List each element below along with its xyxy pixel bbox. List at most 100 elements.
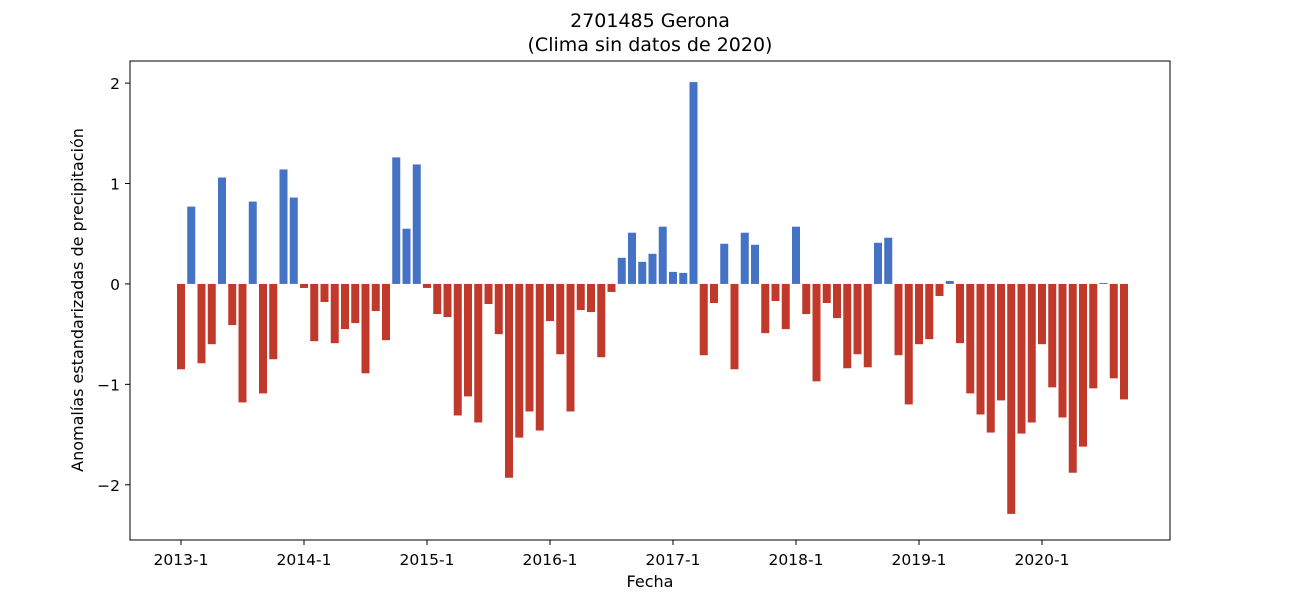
bar xyxy=(966,283,975,394)
x-tick-label: 2017-1 xyxy=(646,551,701,569)
bar xyxy=(822,283,831,304)
bars-group xyxy=(177,82,1128,514)
bar xyxy=(279,169,288,284)
chart-subtitle: (Clima sin datos de 2020) xyxy=(528,34,773,56)
bar xyxy=(177,283,185,370)
x-axis-label: Fecha xyxy=(627,572,674,591)
bar xyxy=(443,283,452,318)
bar xyxy=(894,283,903,356)
bar xyxy=(1058,283,1067,418)
bar xyxy=(1048,283,1057,388)
bar xyxy=(843,283,852,369)
bar xyxy=(248,201,257,284)
bar xyxy=(874,242,882,284)
x-tick-label: 2018-1 xyxy=(769,551,824,569)
bar xyxy=(792,226,800,284)
bar xyxy=(617,257,626,284)
plot-frame xyxy=(129,60,1171,541)
bar xyxy=(699,283,708,356)
bar xyxy=(218,177,226,284)
bar xyxy=(915,283,923,345)
bar xyxy=(535,283,544,431)
bar xyxy=(576,283,585,311)
bar xyxy=(751,244,759,284)
bar xyxy=(207,283,216,345)
bar xyxy=(371,283,380,312)
bar xyxy=(484,283,493,305)
bar xyxy=(433,283,442,315)
bar xyxy=(1017,283,1026,434)
bar xyxy=(320,283,329,303)
bar xyxy=(648,253,657,284)
bar xyxy=(935,283,944,296)
bar xyxy=(1099,282,1108,284)
bar xyxy=(494,283,503,335)
bar xyxy=(730,283,739,370)
bar xyxy=(259,283,267,394)
chart-title: 2701485 Gerona xyxy=(570,10,730,32)
y-tick-label: −2 xyxy=(97,477,120,495)
bar xyxy=(925,283,934,340)
bar xyxy=(740,232,749,284)
bar xyxy=(771,283,780,301)
bar xyxy=(669,271,677,284)
x-tick-label: 2014-1 xyxy=(277,551,332,569)
bar xyxy=(1109,283,1118,379)
bar xyxy=(587,283,595,313)
bar xyxy=(986,283,995,433)
x-tick-label: 2015-1 xyxy=(400,551,455,569)
y-tick-label: 0 xyxy=(110,276,120,294)
bar xyxy=(515,283,524,438)
bar xyxy=(658,226,667,284)
bar xyxy=(1120,283,1128,400)
bar xyxy=(976,283,985,415)
bar xyxy=(1079,283,1087,447)
bar xyxy=(1068,283,1077,473)
bar xyxy=(238,283,247,403)
x-axis-ticks: 2013-1 2014-1 2015-1 2016-1 2017-1 2018-1 2019… xyxy=(154,540,1069,569)
bar xyxy=(269,283,278,360)
x-tick-label: 2016-1 xyxy=(523,551,578,569)
bar xyxy=(351,283,360,324)
bar xyxy=(289,197,298,284)
bar xyxy=(956,283,964,344)
bar xyxy=(423,283,431,288)
bar xyxy=(474,283,483,423)
bar xyxy=(884,237,893,284)
bar xyxy=(802,283,811,315)
bar xyxy=(412,164,421,284)
bar xyxy=(997,283,1005,401)
bar xyxy=(1027,283,1036,423)
bar xyxy=(341,283,349,330)
bar xyxy=(720,243,729,284)
bar xyxy=(525,283,534,412)
bar xyxy=(597,283,606,358)
bar xyxy=(197,283,206,364)
bar xyxy=(310,283,319,342)
bar xyxy=(628,232,636,284)
y-tick-label: 1 xyxy=(110,176,120,194)
bar xyxy=(945,280,954,284)
bar xyxy=(607,283,616,292)
bar xyxy=(853,283,862,355)
bar xyxy=(689,82,698,284)
bar xyxy=(904,283,913,405)
bar xyxy=(402,228,411,284)
bar xyxy=(453,283,462,416)
bar xyxy=(781,283,790,330)
bar xyxy=(330,283,339,344)
y-axis-label: Anomalías estandarizadas de precipitació… xyxy=(68,128,87,472)
bar xyxy=(1089,283,1098,389)
bar xyxy=(761,283,770,334)
bar xyxy=(392,157,401,284)
bar xyxy=(679,272,688,284)
y-tick-label: 2 xyxy=(110,75,120,93)
x-tick-label: 2013-1 xyxy=(154,551,209,569)
bar xyxy=(638,261,647,284)
bar xyxy=(300,283,308,288)
bar xyxy=(187,206,196,284)
bar xyxy=(833,283,841,319)
bar xyxy=(382,283,390,341)
